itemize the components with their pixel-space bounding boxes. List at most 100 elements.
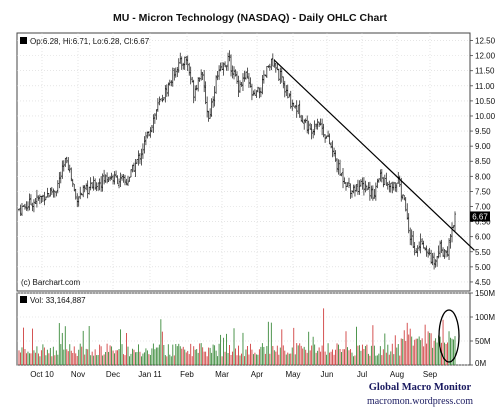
price-axis: 12.50 12.00 11.50 11.00 10.50 10.00 9.50 9.00 8.…	[470, 37, 496, 287]
ohlc-bar	[313, 120, 316, 136]
ohlc-bar	[310, 123, 313, 140]
ohlc-bar	[147, 131, 150, 137]
price-tick-label: 11.00	[475, 82, 495, 91]
ohlc-bar	[392, 181, 395, 191]
ohlc-bar	[221, 62, 224, 71]
price-tick-label: 12.00	[475, 52, 496, 61]
ohlc-bar	[404, 197, 407, 212]
ohlc-bar	[301, 115, 304, 124]
ohlc-bar	[89, 177, 92, 191]
ohlc-bar	[79, 186, 82, 200]
ohlc-bar	[322, 123, 325, 138]
ohlc-bar	[70, 167, 73, 182]
ohlc-bar	[18, 208, 20, 212]
x-tick-label: Mar	[215, 370, 229, 379]
ohlc-bar	[325, 135, 328, 139]
ohlc-bar	[53, 190, 56, 198]
ohlc-bar	[240, 82, 243, 87]
ohlc-bar	[258, 87, 261, 99]
ohlc-bar	[448, 238, 451, 261]
ohlc-bar	[350, 190, 353, 198]
ohlc-bar	[246, 67, 249, 79]
ohlc-bar	[233, 66, 236, 80]
ohlc-bar	[306, 115, 309, 134]
ohlc-bar	[107, 176, 110, 183]
ohlc-bar	[321, 118, 324, 136]
volume-tick-label: 0M	[475, 359, 486, 368]
ohlc-bar	[376, 178, 379, 189]
ohlc-bar	[238, 80, 241, 93]
ohlc-bar	[182, 62, 185, 70]
ohlc-bar	[339, 159, 342, 176]
ohlc-bar	[454, 211, 456, 232]
ohlc-bar	[389, 182, 392, 193]
ohlc-bar	[67, 157, 70, 171]
ohlc-bar	[243, 70, 246, 82]
ohlc-bar	[352, 184, 355, 194]
ohlc-bar	[167, 82, 170, 97]
price-tick-label: 7.50	[475, 187, 491, 196]
price-tick-label: 11.50	[475, 67, 495, 76]
ohlc-bar	[234, 69, 237, 77]
ohlc-bar	[101, 173, 104, 192]
ohlc-bar	[124, 174, 127, 186]
ohlc-bar	[158, 96, 161, 106]
ohlc-bar	[203, 69, 206, 93]
ohlc-bar	[43, 191, 46, 206]
ohlc-bar	[431, 253, 434, 266]
ohlc-bar	[61, 160, 64, 179]
ohlc-bar	[331, 140, 334, 158]
ohlc-bar	[143, 136, 146, 154]
ohlc-bar	[159, 98, 162, 101]
ohlc-bar	[436, 256, 439, 267]
price-tick-label: 10.50	[475, 97, 496, 106]
ohlc-bar	[318, 121, 321, 128]
ohlc-bar	[440, 239, 443, 254]
ohlc-bar	[127, 175, 129, 187]
price-tick-label: 6.00	[475, 233, 491, 242]
price-tick-label: 6.50	[475, 218, 491, 227]
ohlc-bar	[71, 179, 74, 187]
ohlc-bar	[401, 194, 404, 200]
ohlc-bar	[98, 178, 101, 191]
ohlc-bar	[129, 169, 132, 178]
ohlc-bar	[49, 187, 52, 197]
ohlc-bar	[201, 72, 204, 81]
ohlc-bar	[91, 182, 94, 189]
ohlc-bar	[449, 233, 452, 249]
ohlc-bar	[237, 75, 240, 97]
ohlc-bar	[125, 178, 128, 186]
ohlc-bar	[137, 150, 140, 166]
ohlc-bar	[373, 188, 376, 199]
x-tick-label: Apr	[251, 370, 264, 379]
ohlc-bar	[149, 127, 152, 138]
ohlc-bar	[277, 68, 280, 81]
annotation-circle	[438, 309, 460, 363]
ohlc-bar	[85, 183, 88, 191]
ohlc-bar	[29, 194, 32, 206]
ohlc-bar	[225, 65, 228, 71]
ohlc-bar	[294, 105, 297, 109]
ohlc-bar	[80, 192, 83, 196]
ohlc-bar	[358, 180, 361, 195]
ohlc-bar	[218, 65, 221, 80]
ohlc-bar	[77, 196, 80, 207]
ohlc-bar	[443, 249, 446, 259]
ohlc-bar	[445, 250, 448, 258]
ohlc-bar	[19, 204, 22, 216]
ohlc-bar	[347, 177, 350, 189]
ohlc-bar	[76, 193, 79, 208]
ohlc-bar	[315, 123, 318, 130]
ohlc-bar	[368, 181, 371, 201]
x-tick-label: May	[285, 370, 300, 379]
ohlc-bar	[244, 71, 247, 80]
ohlc-bar	[195, 84, 198, 91]
x-tick-label: Jul	[357, 370, 367, 379]
ohlc-bar	[32, 199, 35, 213]
x-tick-label: Oct 10	[30, 370, 54, 379]
x-tick-label: Dec	[106, 370, 120, 379]
x-tick-label: Jan 11	[138, 370, 162, 379]
ohlc-bar	[362, 177, 365, 196]
ohlc-bar	[379, 169, 382, 182]
ohlc-bar	[410, 229, 413, 246]
